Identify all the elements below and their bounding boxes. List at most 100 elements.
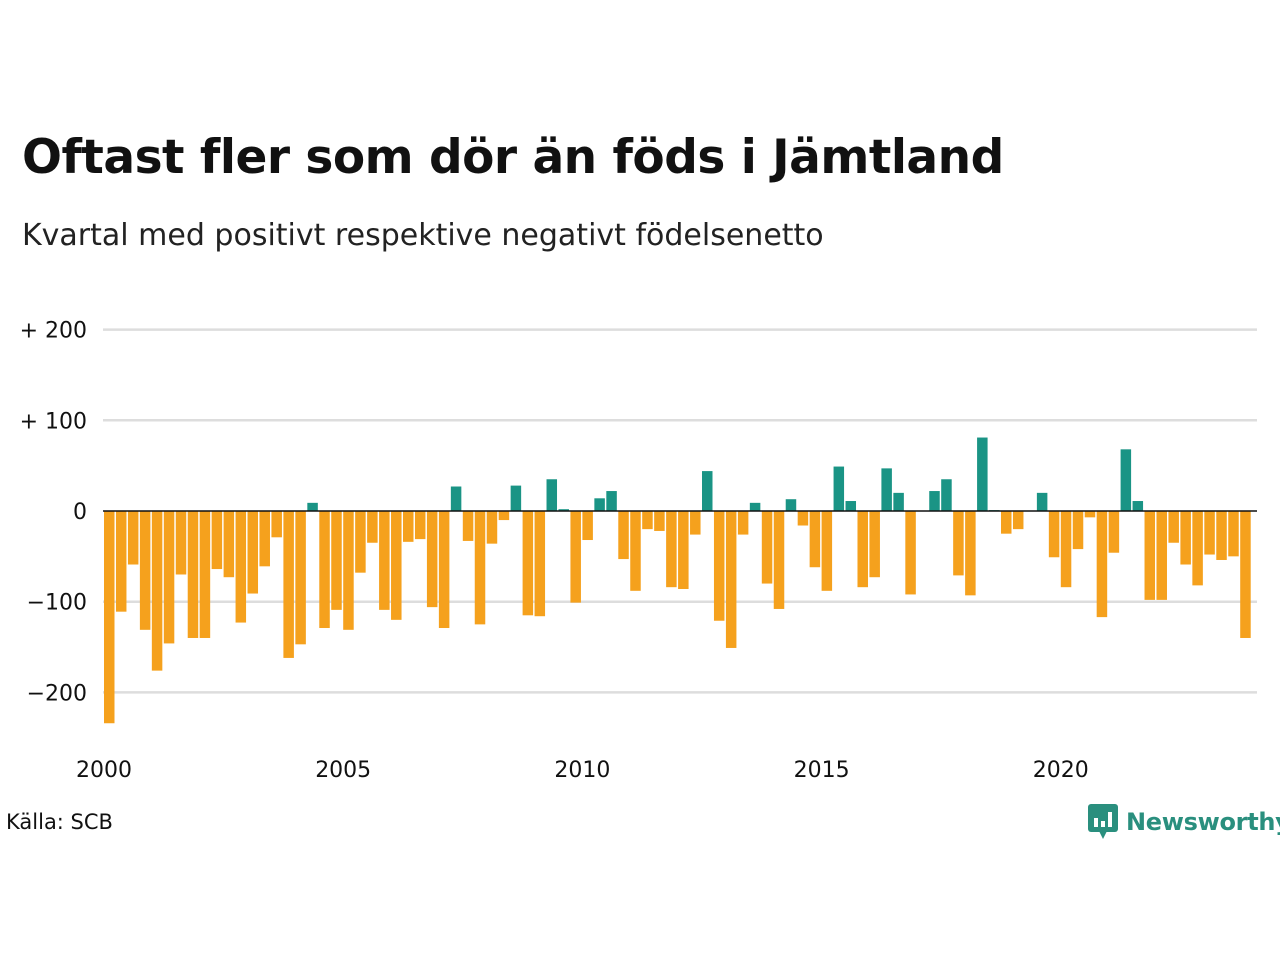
source-note: Källa: SCB	[6, 810, 113, 834]
bar	[690, 511, 701, 535]
bar	[403, 511, 414, 542]
bar	[570, 511, 581, 603]
bar	[1036, 492, 1048, 511]
bar	[247, 511, 259, 594]
bar	[127, 511, 139, 565]
bars	[104, 437, 1251, 724]
bar	[1204, 511, 1215, 555]
bar	[953, 511, 964, 576]
bar	[1060, 511, 1072, 588]
bar	[809, 511, 821, 568]
bar	[187, 511, 199, 638]
bar	[977, 437, 988, 511]
bar	[1144, 511, 1156, 600]
bar	[510, 485, 522, 511]
bar	[283, 511, 294, 658]
bar	[450, 486, 462, 511]
bar	[1108, 511, 1120, 553]
bar	[785, 499, 797, 511]
bar	[833, 466, 845, 511]
bar	[139, 511, 151, 630]
x-tick-label: 2000	[76, 758, 132, 783]
bar	[594, 498, 605, 511]
bar	[379, 511, 390, 610]
bar	[307, 502, 318, 511]
bar	[821, 511, 833, 591]
bar	[1240, 511, 1251, 638]
bar	[414, 511, 426, 540]
y-tick-label: + 100	[20, 409, 87, 434]
bar	[223, 511, 235, 578]
grid-lines	[103, 328, 1257, 694]
y-tick-label: + 200	[20, 319, 87, 344]
bar	[319, 511, 330, 629]
bar	[857, 511, 868, 588]
chart-title: Oftast fler som dör än föds i Jämtland	[22, 130, 1004, 185]
axes: + 200 + 100 0 −100 −200 2000 2005 2010 2015 2020	[20, 319, 1257, 783]
bar	[474, 511, 486, 625]
bar	[331, 511, 342, 610]
bar	[558, 509, 569, 511]
bar	[391, 511, 402, 620]
x-tick-label: 2005	[315, 758, 371, 783]
x-tick-label: 2015	[794, 758, 850, 783]
bar	[582, 511, 593, 541]
bar	[666, 511, 677, 588]
bar	[462, 511, 474, 541]
bar	[498, 511, 510, 521]
bar	[1228, 511, 1239, 557]
y-tick-label: −100	[27, 591, 87, 616]
bar	[259, 511, 270, 567]
y-tick-label: −200	[27, 681, 87, 706]
bar	[355, 511, 366, 573]
bar	[211, 511, 223, 570]
bar	[1072, 511, 1084, 550]
bar	[1096, 511, 1108, 618]
bar	[175, 511, 187, 575]
bar	[642, 511, 653, 530]
bar	[1192, 511, 1203, 586]
bar	[725, 511, 737, 648]
x-tick-label: 2020	[1033, 758, 1089, 783]
bar	[546, 479, 558, 511]
bar	[761, 511, 773, 584]
bar	[295, 511, 306, 645]
bar	[426, 511, 438, 608]
bar	[486, 511, 498, 544]
bar	[534, 511, 546, 617]
bar	[618, 511, 629, 560]
bar	[151, 511, 163, 671]
y-tick-label: 0	[73, 500, 87, 525]
bar	[929, 491, 940, 511]
bar	[1132, 501, 1144, 511]
bar	[367, 511, 378, 543]
x-tick-label: 2010	[554, 758, 610, 783]
chart-subtitle: Kvartal med positivt respektive negativt…	[22, 218, 824, 253]
brand-name: Newsworthy	[1126, 808, 1280, 836]
bar	[737, 511, 749, 535]
bar	[702, 471, 713, 511]
bar	[343, 511, 354, 630]
bar	[905, 511, 916, 595]
bar	[941, 479, 952, 511]
bar	[965, 511, 976, 596]
bar	[1048, 511, 1060, 558]
bar	[1180, 511, 1191, 565]
bar	[271, 511, 282, 538]
bar	[115, 511, 127, 612]
bar	[104, 511, 115, 724]
newsworthy-logo: Newsworthy	[1088, 804, 1280, 840]
bar	[1120, 449, 1132, 511]
bar	[797, 511, 809, 526]
bar	[845, 501, 857, 511]
bar	[881, 468, 892, 511]
bar	[235, 511, 247, 623]
bar	[749, 502, 761, 511]
bar	[1084, 511, 1096, 518]
bar	[1001, 511, 1012, 534]
bar	[438, 511, 450, 629]
bar	[1156, 511, 1167, 600]
bar	[1012, 511, 1024, 530]
bar	[654, 511, 665, 531]
bar	[522, 511, 534, 616]
